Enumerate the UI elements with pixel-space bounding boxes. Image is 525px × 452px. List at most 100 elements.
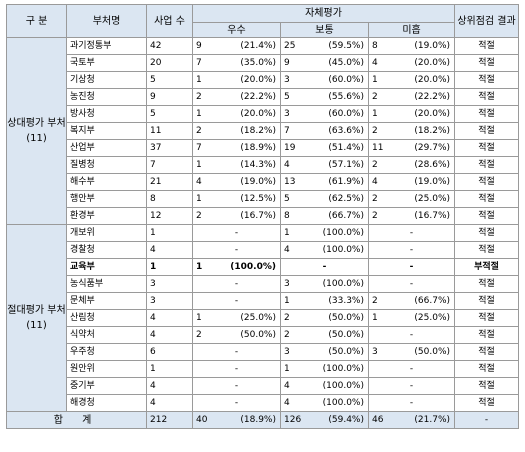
normal-cell-count: 3: [284, 108, 290, 119]
header-insufficient: 미흡: [367, 22, 456, 38]
insufficient-cell: 1 (25.0%): [367, 309, 456, 327]
review-result: 적절: [454, 224, 520, 242]
excellent-cell-percent: (35.0%): [240, 57, 276, 68]
excellent-cell: -: [192, 241, 281, 259]
table-row: 환경부 12 2 (16.7%) 8 (66.7%) 2 (16.7%) 적절: [7, 207, 520, 225]
excellent-cell: 1 (20.0%): [192, 105, 281, 123]
insufficient-cell: -: [367, 258, 456, 276]
review-result: 적절: [454, 37, 520, 55]
excellent-cell-count: 2: [196, 329, 202, 340]
insufficient-cell: 2 (18.2%): [367, 122, 456, 140]
normal-cell: 9 (45.0%): [280, 54, 369, 72]
insufficient-cell-count: 3: [372, 346, 378, 357]
review-result: 적절: [454, 207, 520, 225]
insufficient-cell: -: [367, 394, 456, 412]
insufficient-cell-count: 4: [372, 176, 378, 187]
insufficient-cell: 4 (20.0%): [367, 54, 456, 72]
table-row: 원안위 1-1 (100.0%) - 적절: [7, 360, 520, 378]
excellent-cell: 7 (18.9%): [192, 139, 281, 157]
normal-cell: 3 (100.0%): [280, 275, 369, 293]
normal-cell-count: 7: [284, 125, 290, 136]
dept-name: 방사청: [66, 105, 147, 123]
excellent-cell-count: 1: [196, 108, 202, 119]
insufficient-cell: -: [367, 360, 456, 378]
project-count: 42: [146, 37, 193, 55]
dept-name: 식약처: [66, 326, 147, 344]
normal-cell-percent: (61.9%): [328, 176, 364, 187]
normal-cell: 4 (100.0%): [280, 377, 369, 395]
insufficient-cell: 1 (20.0%): [367, 105, 456, 123]
review-result: 적절: [454, 190, 520, 208]
insufficient-cell: -: [367, 326, 456, 344]
insufficient-cell-value: -: [409, 244, 414, 255]
excellent-cell-percent: (25.0%): [240, 312, 276, 323]
review-result: 적절: [454, 343, 520, 361]
normal-cell: 1 (100.0%): [280, 360, 369, 378]
insufficient-cell-value: -: [409, 397, 414, 408]
normal-cell-count: 9: [284, 57, 290, 68]
dept-name: 문체부: [66, 292, 147, 310]
normal-cell-percent: (100.0%): [322, 363, 364, 374]
excellent-cell-percent: (21.4%): [240, 40, 276, 51]
table-row: 행안부 8 1 (12.5%) 5 (62.5%) 2 (25.0%) 적절: [7, 190, 520, 208]
normal-cell-count: 4: [284, 380, 290, 391]
group-label: 상대평가 부처 (11): [6, 37, 67, 225]
normal-cell-count: 1: [284, 227, 290, 238]
normal-cell-count: 1: [284, 363, 290, 374]
excellent-cell-percent: (20.0%): [240, 74, 276, 85]
normal-cell-count: 3: [284, 278, 290, 289]
normal-cell-count: 19: [284, 142, 296, 153]
normal-cell: 13 (61.9%): [280, 173, 369, 191]
table-header: 구 분 부처명 사업 수 자체평가 상위점검 결과 우수 보통 미흡: [6, 4, 520, 38]
table-body: 상대평가 부처 (11) 과기정통부 42 9 (21.4%) 25 (59.5%) 8 (19…: [6, 37, 520, 429]
normal-cell-count: 4: [284, 397, 290, 408]
insufficient-cell-count: 8: [372, 40, 378, 51]
excellent-cell: -: [192, 224, 281, 242]
header-selfeval: 자체평가: [191, 4, 456, 23]
total-result: -: [454, 411, 520, 429]
review-result: 적절: [454, 309, 520, 327]
project-count: 21: [146, 173, 193, 191]
dept-name: 환경부: [66, 207, 147, 225]
project-count: 37: [146, 139, 193, 157]
normal-cell-percent: (50.0%): [328, 329, 364, 340]
insufficient-cell-value: -: [409, 329, 414, 340]
dept-name: 원안위: [66, 360, 147, 378]
dept-name: 중기부: [66, 377, 147, 395]
group-label: 절대평가 부처 (11): [6, 224, 67, 412]
normal-cell: 3 (60.0%): [280, 71, 369, 89]
insufficient-cell-count: 2: [372, 193, 378, 204]
normal-cell-percent: (66.7%): [328, 210, 364, 221]
excellent-cell-value: -: [234, 363, 239, 374]
excellent-cell-count: 2: [196, 125, 202, 136]
excellent-cell: 2 (50.0%): [192, 326, 281, 344]
excellent-cell: -: [192, 343, 281, 361]
normal-cell-percent: (63.6%): [328, 125, 364, 136]
project-count: 7: [146, 156, 193, 174]
insufficient-cell-value: -: [409, 278, 414, 289]
insufficient-cell-count: 1: [372, 108, 378, 119]
review-result: 적절: [454, 88, 520, 106]
total-normal: 126 (59.4%): [280, 411, 369, 429]
insufficient-cell-count: 11: [372, 142, 384, 153]
project-count: 3: [146, 275, 193, 293]
header-excellent: 우수: [192, 22, 281, 38]
normal-cell: 3 (50.0%): [280, 343, 369, 361]
table-row: 농식품부 3-3 (100.0%) - 적절: [7, 275, 520, 293]
project-count: 4: [146, 241, 193, 259]
excellent-cell-percent: (19.0%): [240, 176, 276, 187]
excellent-cell-count: 4: [196, 176, 202, 187]
dept-name: 농식품부: [66, 275, 147, 293]
total-normal-percent: (59.4%): [328, 414, 364, 425]
excellent-cell-count: 1: [196, 193, 202, 204]
normal-cell-percent: (50.0%): [328, 312, 364, 323]
excellent-cell: -: [192, 292, 281, 310]
normal-cell: 8 (66.7%): [280, 207, 369, 225]
table-row: 경찰청 4-4 (100.0%) - 적절: [7, 241, 520, 259]
total-count: 212: [146, 411, 193, 429]
normal-cell-percent: (100.0%): [322, 244, 364, 255]
excellent-cell-count: 7: [196, 142, 202, 153]
project-count: 9: [146, 88, 193, 106]
insufficient-cell-value: -: [409, 227, 414, 238]
excellent-cell: 1 (14.3%): [192, 156, 281, 174]
